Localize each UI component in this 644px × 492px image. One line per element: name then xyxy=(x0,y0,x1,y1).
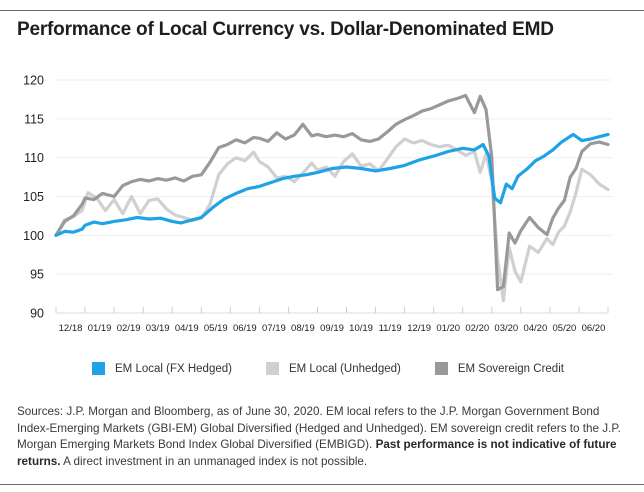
x-axis: 12/18 01/19 02/19 03/19 04/19 05/19 06/19 07/19… xyxy=(55,307,609,334)
top-divider xyxy=(0,10,644,11)
x-tick-label: 03/20 xyxy=(494,323,518,334)
x-tick-label: 05/19 xyxy=(204,323,228,334)
sources-footnote: Sources: J.P. Morgan and Bloomberg, as o… xyxy=(17,404,629,470)
y-tick-label: 90 xyxy=(30,307,44,321)
x-tick-label: 11/19 xyxy=(379,323,402,334)
legend-item-em-local-hedged: EM Local (FX Hedged) xyxy=(92,362,232,375)
x-tick-label: 12/19 xyxy=(407,323,431,334)
line-chart: 90 95 100 105 110 115 120 12/18 01/19 02/19 03/19… xyxy=(23,74,612,334)
x-tick-label: 04/19 xyxy=(175,323,199,334)
x-tick-label: 06/19 xyxy=(233,323,257,334)
y-tick-label: 100 xyxy=(23,229,44,243)
series-line-em-local-unhedged xyxy=(54,137,610,303)
legend-item-em-sovereign-credit: EM Sovereign Credit xyxy=(434,362,564,375)
gridlines xyxy=(56,79,612,275)
legend-swatch xyxy=(434,362,448,375)
y-axis: 90 95 100 105 110 115 120 xyxy=(23,74,44,321)
bottom-divider xyxy=(0,484,644,485)
y-tick-label: 120 xyxy=(23,74,44,88)
chart-title: Performance of Local Currency vs. Dollar… xyxy=(17,19,554,40)
x-tick-label: 02/19 xyxy=(117,323,141,334)
footnote-disclaimer: Past performance is not indicative of fu… xyxy=(17,438,617,468)
series-line-em-sovereign-credit xyxy=(54,93,610,292)
x-tick-label: 04/20 xyxy=(523,323,547,334)
x-tick-label: 05/20 xyxy=(553,323,577,334)
footnote-text: Sources: J.P. Morgan and Bloomberg, as o… xyxy=(17,405,621,451)
series-line-em-local-fx-hedged xyxy=(54,132,610,237)
legend: EM Local (FX Hedged) EM Local (Unhedged)… xyxy=(92,362,598,375)
x-tick-label: 09/19 xyxy=(320,323,344,334)
legend-label: EM Local (FX Hedged) xyxy=(115,362,232,375)
y-tick-label: 110 xyxy=(24,151,44,165)
y-tick-label: 95 xyxy=(30,268,44,282)
x-tick-label: 07/19 xyxy=(262,323,286,334)
x-tick-label: 08/19 xyxy=(291,323,315,334)
x-tick-label: 02/20 xyxy=(465,323,489,334)
footnote-text-end: A direct investment in an unmanaged inde… xyxy=(60,454,368,468)
legend-swatch xyxy=(92,362,105,375)
legend-label: EM Sovereign Credit xyxy=(457,362,564,375)
x-tick-label: 10/19 xyxy=(349,323,373,334)
legend-item-em-local-unhedged: EM Local (Unhedged) xyxy=(265,362,401,375)
series-lines xyxy=(54,93,610,303)
x-tick-label: 01/20 xyxy=(436,323,460,334)
x-tick-label: 01/19 xyxy=(88,323,112,334)
y-tick-label: 105 xyxy=(23,190,44,204)
legend-swatch xyxy=(265,362,279,375)
x-tick-label: 12/18 xyxy=(59,323,83,334)
x-tick-label: 06/20 xyxy=(582,323,606,334)
legend-label: EM Local (Unhedged) xyxy=(288,362,401,375)
y-tick-label: 115 xyxy=(24,112,44,126)
x-tick-label: 03/19 xyxy=(146,323,170,334)
